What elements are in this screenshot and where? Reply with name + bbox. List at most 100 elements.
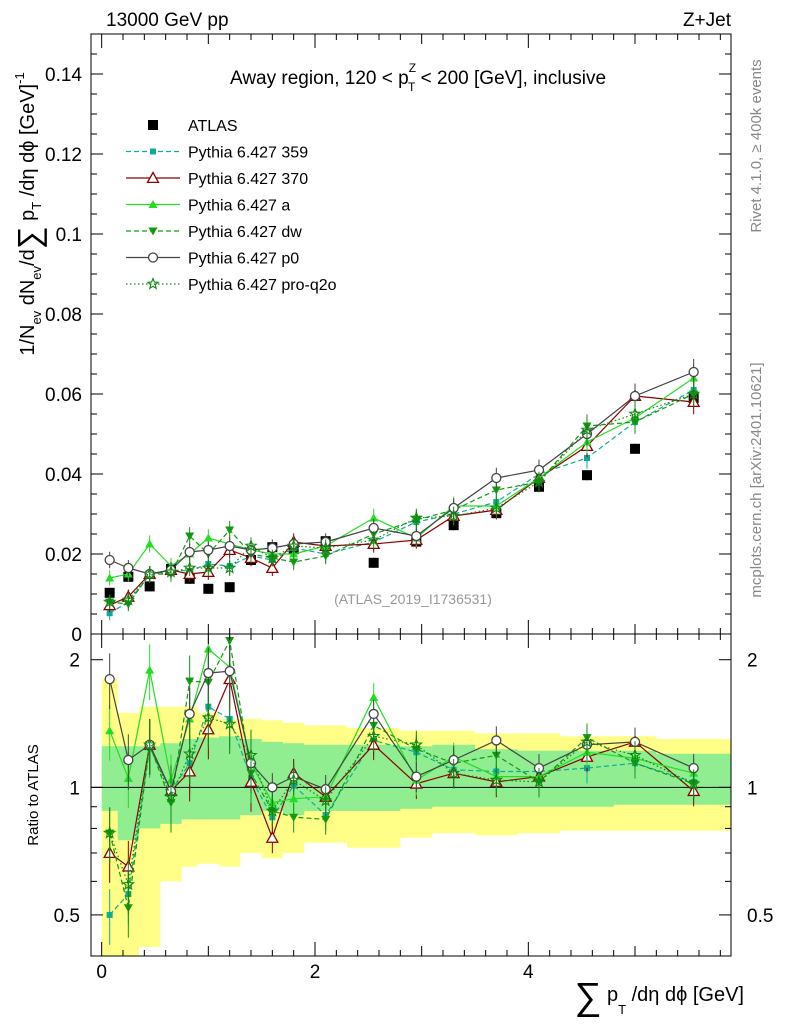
ppro-ratio-point (265, 803, 280, 817)
analysis-watermark: (ATLAS_2019_I1736531) (334, 591, 492, 607)
ratio-panel: 0.5 0.5 1 1 2 2 0 2 4 Ratio to ATLAS ∑ pT /dη dϕ… (25, 633, 773, 1018)
legend-entry-ppro: Pythia 6.427 pro-q2o (126, 276, 337, 294)
ylabel-sub-ev1: ev (29, 310, 44, 324)
ppro-ratio-point (201, 710, 216, 724)
pa-line (109, 377, 695, 579)
atlas-point (582, 470, 592, 481)
pa-ratio-point (145, 665, 155, 674)
pp0-point (224, 540, 235, 552)
p370-point (265, 561, 279, 574)
ppro-ratio-point (182, 746, 197, 760)
ratio-y-tick-label-right: 1 (747, 778, 758, 799)
ppro-ratio-point (102, 826, 117, 839)
ratio-y-tick-label-right: 0.5 (747, 906, 773, 927)
x-tick-label: 4 (523, 962, 534, 983)
legend-label: Pythia 6.427 dw (188, 224, 302, 241)
x-axis-label: ∑ pT /dη dϕ [GeV] (574, 976, 744, 1018)
series-p370 (103, 383, 701, 613)
pdw-ratio-point (321, 815, 331, 824)
pp0-ratio-point (203, 667, 214, 679)
atlas-point (224, 582, 235, 593)
header-process-label: Z+Jet (683, 10, 732, 31)
y-tick-label: 0.06 (45, 385, 82, 406)
pa-point (145, 539, 155, 548)
x-tick-label: 0 (96, 962, 107, 983)
pp0-ratio-point (184, 708, 195, 720)
legend-entry-pdw: Pythia 6.427 dw (126, 224, 302, 241)
pdw-ratio-point (491, 751, 501, 760)
pdw-ratio-point (185, 677, 195, 686)
y-tick-label: 0.14 (45, 65, 82, 86)
ylabel-sum: ∑ (11, 226, 47, 249)
legend-entry-p370: Pythia 6.427 370 (126, 171, 308, 188)
ppro-ratio-point (532, 774, 546, 788)
xlabel-sub-t: T (618, 1002, 626, 1017)
pdw-point (225, 526, 235, 535)
y-tick-label: 0.1 (56, 225, 82, 246)
series-pp0 (104, 359, 699, 582)
main-title: Away region, 120 < pZ T < 200 [GeV], incl… (230, 61, 606, 94)
ylabel-sub-ev2: ev (29, 265, 44, 279)
ppro-ratio-point (580, 734, 594, 748)
ylabel-part-0: 1/N (17, 325, 39, 356)
ppro-point (446, 508, 461, 522)
ratio-y-tick-label: 2 (69, 651, 80, 672)
pp0-ratio-point (411, 771, 422, 782)
ppro-ratio-point (286, 773, 301, 786)
ppro-point (628, 406, 642, 420)
atlas-point (368, 557, 379, 568)
legend-marker (146, 171, 160, 184)
ylabel-part-8: /dη dϕ [GeV] (17, 84, 39, 202)
legend-entry-pa: Pythia 6.427 a (126, 198, 290, 215)
ppro-ratio-point (446, 766, 461, 779)
y-tick-label: 0.04 (45, 465, 82, 486)
p370-line (109, 395, 694, 606)
y-tick-label: 0.08 (45, 305, 82, 326)
ratio-series-group (102, 634, 701, 945)
header-collision-label: 13000 GeV pp (106, 10, 229, 31)
pp0-point (368, 522, 379, 534)
atlas-point (144, 581, 155, 592)
rivet-version-label: Rivet 4.1.0, ≥ 400k events (748, 59, 765, 232)
legend-label: ATLAS (188, 118, 238, 135)
pa-point (369, 513, 379, 522)
xlabel-p: p (601, 984, 618, 1006)
y-tick-label: 0.02 (45, 545, 82, 566)
ppro-point (580, 422, 594, 436)
legend: ATLAS Pythia 6.427 359 Pythia 6.427 370 Pyt… (126, 118, 337, 294)
pdw-ratio-point (225, 637, 235, 646)
ppro-point (409, 510, 424, 524)
xlabel-sum: ∑ (574, 976, 601, 1018)
pp0-point (411, 530, 422, 542)
ylabel-sup: -1 (12, 72, 27, 84)
pa-ratio-point (289, 794, 299, 803)
ylabel-part-2: dN (17, 280, 39, 311)
atlas-point (630, 443, 640, 454)
ppro-point (121, 592, 136, 606)
legend-label: Pythia 6.427 a (188, 198, 290, 215)
title-part-2: < 200 [GeV], inclusive (415, 68, 606, 89)
ratio-series-ppro (102, 691, 701, 915)
ppro-point (686, 386, 701, 400)
y-tick-label: 0.12 (45, 145, 82, 166)
ratio-y-tick-label: 1 (69, 778, 80, 799)
pdw-point (185, 532, 195, 541)
ppro-point (222, 560, 237, 574)
ppro-point (142, 566, 157, 580)
pp0-point (629, 390, 641, 402)
ppro-ratio-point (366, 729, 381, 742)
p370-ratio-point (265, 831, 279, 843)
ppro-point (201, 560, 216, 574)
atlas-point (203, 583, 214, 594)
ppro-ratio-point (142, 737, 157, 751)
atlas-point (104, 587, 115, 598)
legend-entry-atlas: ATLAS (148, 118, 238, 135)
pa-point (105, 573, 115, 582)
legend-label: Pythia 6.427 359 (188, 145, 308, 162)
p359-point (584, 455, 590, 461)
ppro-ratio-point (628, 748, 642, 762)
ppro-ratio-point (318, 793, 333, 807)
ppro-ratio-point (121, 877, 136, 891)
pp0-point (123, 562, 134, 574)
